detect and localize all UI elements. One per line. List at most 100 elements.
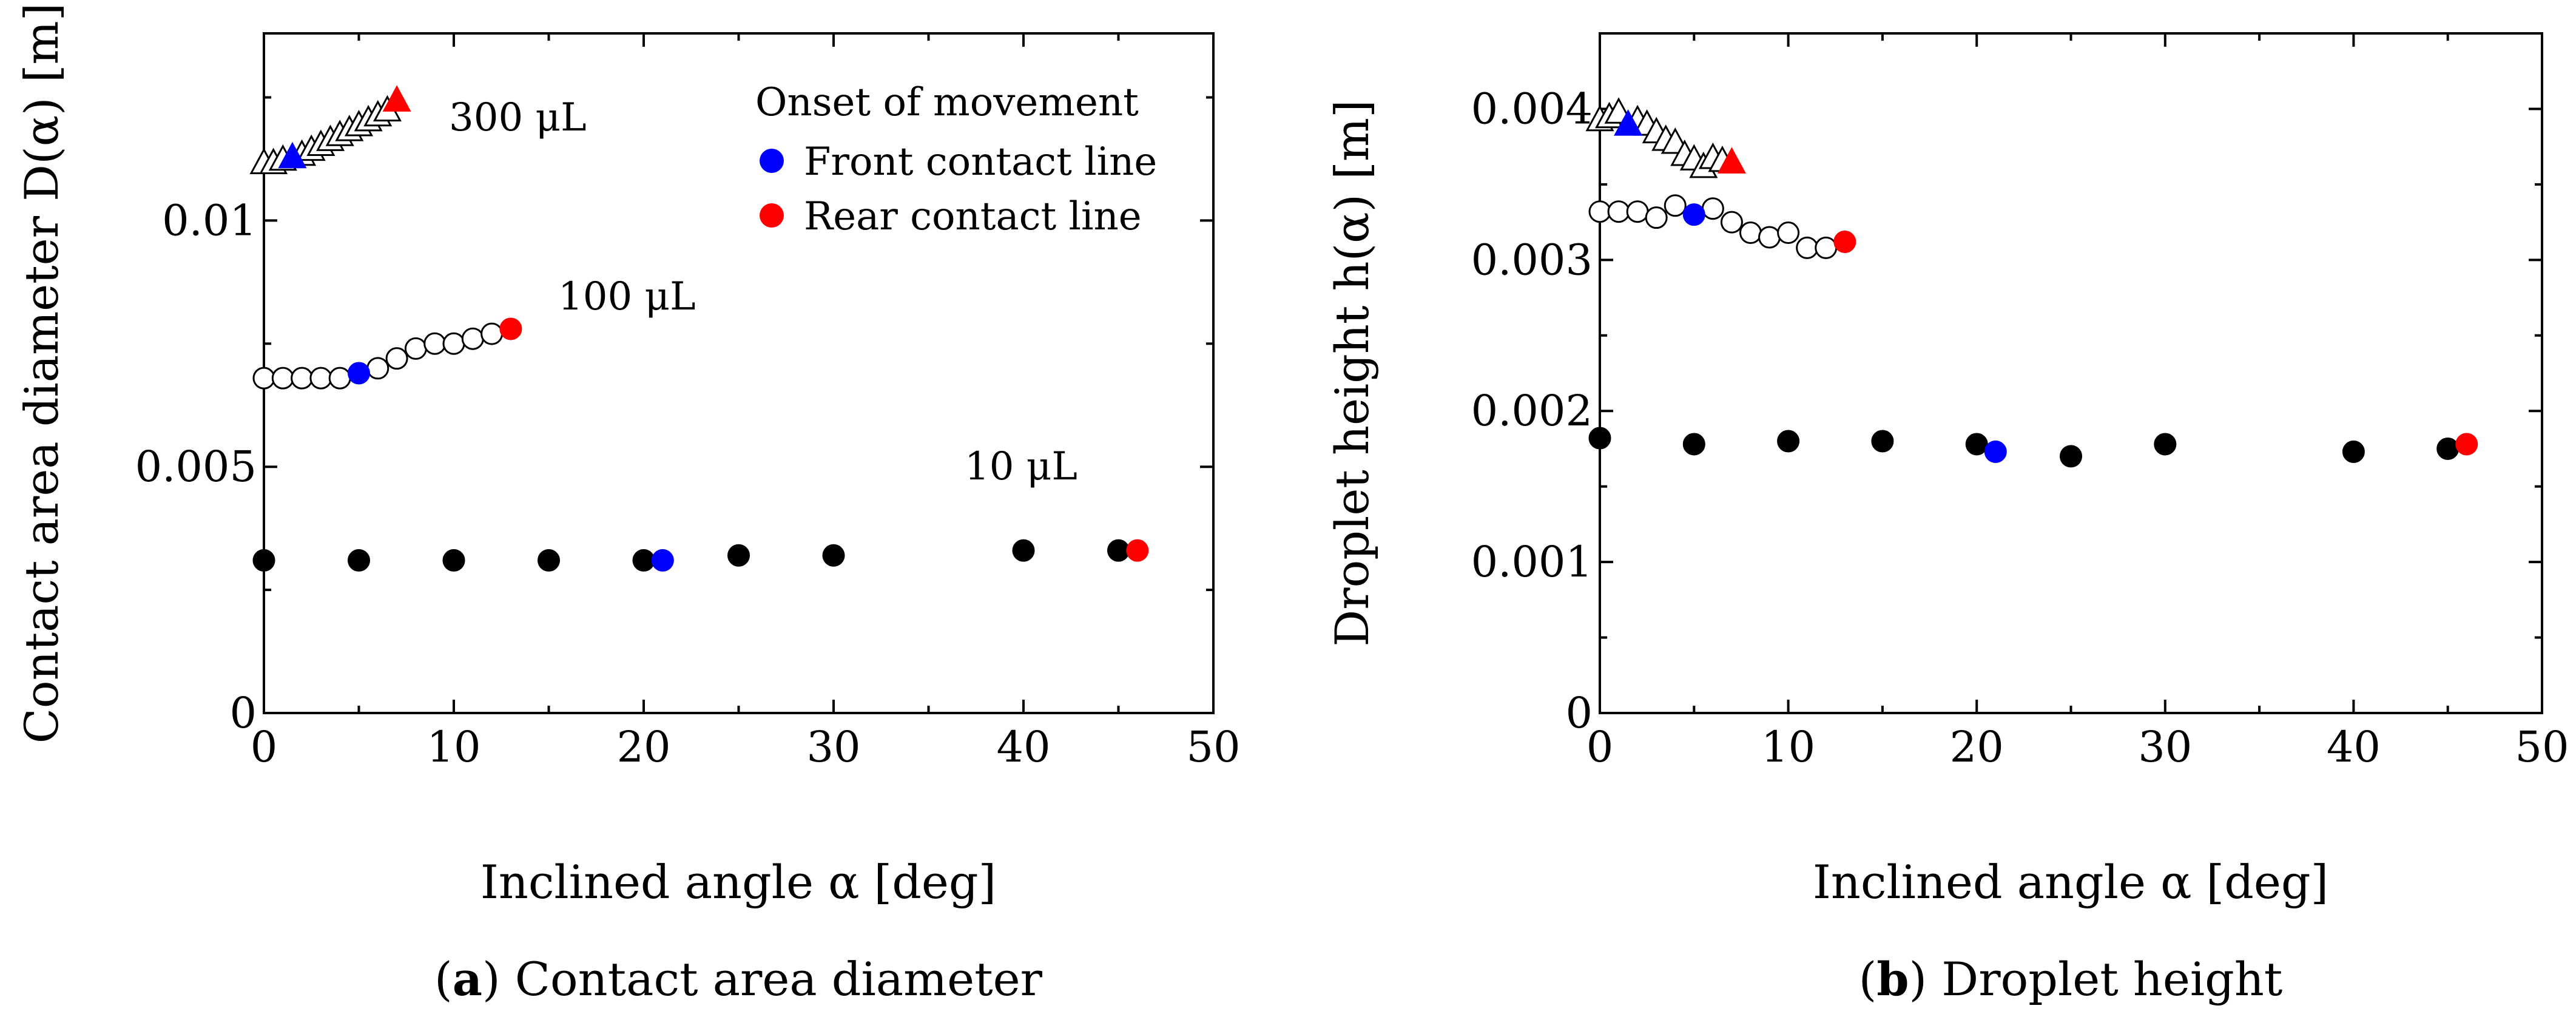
caption-a: (a) Contact area diameter [434,952,1043,1006]
legend: Onset of movement Front contact line Rea… [755,80,1157,239]
point-10l [1871,430,1894,453]
point-100l [328,367,351,390]
y-tick-label: 0 [1565,688,1593,738]
series-label-100ul-a: 100 μL [558,274,696,319]
y-tick-label: 0.003 [1471,235,1593,285]
rear-onset-point-100l [1833,230,1856,253]
point-10l [252,549,275,572]
x-axis-label-a: Inclined angle α [deg] [480,855,996,909]
y-tick-label: 0.001 [1471,537,1593,587]
front-onset-point-10l [1984,440,2007,463]
x-tick-label: 10 [1761,722,1815,772]
y-axis-label-a: Contact area diameter D(α) [m] [15,3,69,743]
panel-b-droplet-height: 0 10 20 30 40 50 0 0.001 0.002 0.003 0.004 Droplet… [1325,32,2569,1006]
point-100l [1626,200,1649,223]
point-100l [366,357,389,380]
point-100l [385,347,408,370]
y-tick-label: 0.004 [1471,84,1593,134]
x-tick-label: 30 [806,722,860,772]
point-10l [1965,433,1988,456]
point-10l [1682,433,1705,456]
point-100l [1645,206,1668,229]
legend-front-marker [760,149,784,173]
point-10l [822,544,845,567]
point-10l [727,544,750,567]
point-100l [461,327,484,350]
axis-ticks-b: 0 10 20 30 40 50 0 0.001 0.002 0.003 0.004 [1471,32,2569,772]
point-10l [1777,430,1800,453]
point-10l [348,549,370,572]
point-100l [271,367,294,390]
axis-ticks-a: 0 10 20 30 40 50 0 0.005 0.01 [135,33,1241,772]
series-label-300ul-a: 300 μL [449,95,587,140]
point-100l [1815,236,1838,259]
point-10l [2154,433,2177,456]
point-100l [442,332,465,355]
x-tick-label: 40 [996,722,1050,772]
x-tick-label: 0 [251,722,278,772]
rear-onset-point-300l [1717,147,1746,174]
series-label-10ul-a: 10 μL [965,444,1077,489]
legend-title: Onset of movement [755,80,1139,125]
point-100l [423,332,447,355]
point-100l [480,322,504,345]
rear-onset-point-300l [382,85,411,112]
panel-a-contact-area-diameter: 0 10 20 30 40 50 0 0.005 0.01 Contact area diame… [15,3,1241,1006]
caption-b: (b) Droplet height [1859,952,2283,1006]
x-tick-label: 0 [1586,722,1614,772]
rear-onset-point-10l [2455,433,2478,456]
caption-b-text: Droplet height [1927,952,2282,1006]
point-100l [1777,221,1800,245]
point-10l [1588,427,1611,450]
point-100l [1588,200,1611,223]
x-tick-label: 50 [1186,722,1240,772]
front-onset-point-100l [348,362,370,385]
rear-onset-point-10l [1126,539,1149,562]
x-tick-label: 30 [2138,722,2192,772]
y-axis-label-b: Droplet height h(α) [m] [1325,100,1379,646]
point-100l [1796,236,1819,259]
data-marks-a [249,85,1149,572]
point-100l [1720,211,1743,234]
front-onset-point-100l [1682,203,1705,226]
caption-a-text: Contact area diameter [501,952,1043,1006]
point-100l [1701,197,1724,220]
caption-a-letter: a [453,952,482,1006]
point-100l [1607,200,1630,223]
x-tick-label: 20 [616,722,670,772]
front-onset-point-300l [1614,109,1643,136]
point-100l [1758,226,1781,249]
x-tick-label: 40 [2327,722,2381,772]
front-onset-point-10l [651,549,674,572]
legend-rear-marker [760,203,784,228]
legend-rear-label: Rear contact line [804,194,1142,239]
x-axis-label-b: Inclined angle α [deg] [1813,855,2328,909]
point-10l [2436,437,2460,460]
point-100l [1739,221,1762,245]
point-10l [2060,445,2082,468]
front-onset-point-300l [278,141,307,169]
point-10l [1012,539,1035,562]
legend-front-label: Front contact line [804,140,1157,184]
data-marks-b [1585,97,2478,468]
y-tick-label: 0.01 [162,195,257,245]
point-100l [1664,194,1687,217]
plot-area-b [1599,32,2543,714]
x-tick-label: 20 [1950,722,2004,772]
y-tick-label: 0.002 [1471,386,1593,436]
point-100l [309,367,332,390]
y-tick-label: 0 [229,688,257,738]
point-10l [632,549,655,572]
point-10l [538,549,560,572]
point-100l [404,337,427,360]
x-tick-label: 50 [2515,722,2569,772]
rear-onset-point-100l [499,317,522,340]
plot-area-a [263,32,1215,714]
point-100l [291,367,314,390]
point-10l [442,549,465,572]
point-100l [252,367,275,390]
point-10l [2342,440,2365,463]
y-tick-label: 0.005 [135,442,257,492]
caption-b-letter: b [1876,952,1909,1006]
